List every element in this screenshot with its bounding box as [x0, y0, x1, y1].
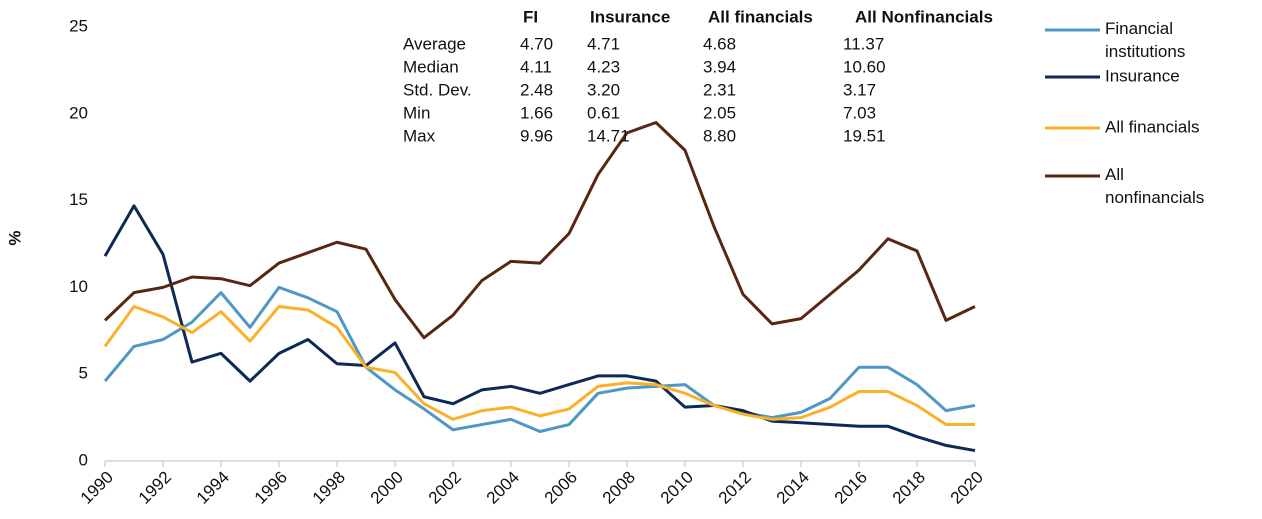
- series-line: [103, 304, 975, 427]
- table-header: FI: [523, 7, 538, 26]
- legend-label: All nonfinancials: [1105, 165, 1204, 207]
- table-cell: 3.94: [703, 57, 736, 76]
- table-cell: 1.66: [520, 103, 553, 122]
- table-cell: 4.23: [587, 57, 620, 76]
- x-tick-label: 2008: [599, 468, 639, 508]
- x-tick-label: 2014: [773, 468, 813, 508]
- table-cell: 3.20: [587, 80, 620, 99]
- x-tick-label: 1990: [77, 468, 117, 508]
- legend-label: All financials: [1105, 117, 1200, 136]
- table-header: Insurance: [590, 7, 670, 26]
- x-tick-label: 1992: [135, 468, 175, 508]
- x-tick-label: 2016: [831, 468, 871, 508]
- x-tick-label: 1996: [251, 468, 291, 508]
- x-tick-label: 1998: [309, 468, 349, 508]
- table-cell: 7.03: [843, 103, 876, 122]
- x-tick-label: 1994: [193, 468, 233, 508]
- series-line: [103, 285, 976, 433]
- legend-label: Insurance: [1105, 66, 1180, 85]
- legend-label: Financial institutions: [1105, 19, 1185, 61]
- x-tick-label: 2006: [541, 468, 581, 508]
- table-header: All Nonfinancials: [855, 7, 993, 26]
- table-cell: 19.51: [843, 126, 886, 145]
- table-cell: 4.70: [520, 34, 553, 53]
- y-tick-label: 0: [79, 450, 88, 469]
- table-cell: 10.60: [843, 57, 886, 76]
- table-cell: 2.31: [703, 80, 736, 99]
- table-row-label: Average: [403, 34, 466, 53]
- table-cell: 4.68: [703, 34, 736, 53]
- table-header: All financials: [708, 7, 813, 26]
- x-tick-label: 2002: [425, 468, 465, 508]
- table-row-label: Std. Dev.: [403, 80, 472, 99]
- table-cell: 0.61: [587, 103, 620, 122]
- y-tick-label: 10: [69, 277, 88, 296]
- table-cell: 14.71: [587, 126, 630, 145]
- series-line: [103, 120, 976, 340]
- table-cell: 9.96: [520, 126, 553, 145]
- table-row-label: Max: [403, 126, 436, 145]
- x-tick-label: 2012: [715, 468, 755, 508]
- table-cell: 2.48: [520, 80, 553, 99]
- series-line: [103, 204, 976, 453]
- y-tick-label: 15: [69, 190, 88, 209]
- x-tick-label: 2000: [367, 468, 407, 508]
- x-tick-label: 2018: [889, 468, 929, 508]
- table-row-label: Median: [403, 57, 459, 76]
- x-tick-label: 2020: [947, 468, 987, 508]
- table-cell: 2.05: [703, 103, 736, 122]
- x-tick-label: 2004: [483, 468, 523, 508]
- table-cell: 3.17: [843, 80, 876, 99]
- x-tick-label: 2010: [657, 468, 697, 508]
- table-row-label: Min: [403, 103, 430, 122]
- table-cell: 4.71: [587, 34, 620, 53]
- y-tick-label: 20: [69, 103, 88, 122]
- table-cell: 11.37: [843, 34, 884, 53]
- y-tick-label: 25: [69, 16, 88, 35]
- table-cell: 8.80: [703, 126, 736, 145]
- table-cell: 4.11: [520, 57, 552, 76]
- y-tick-label: 5: [79, 364, 88, 383]
- y-axis-label: %: [5, 230, 24, 245]
